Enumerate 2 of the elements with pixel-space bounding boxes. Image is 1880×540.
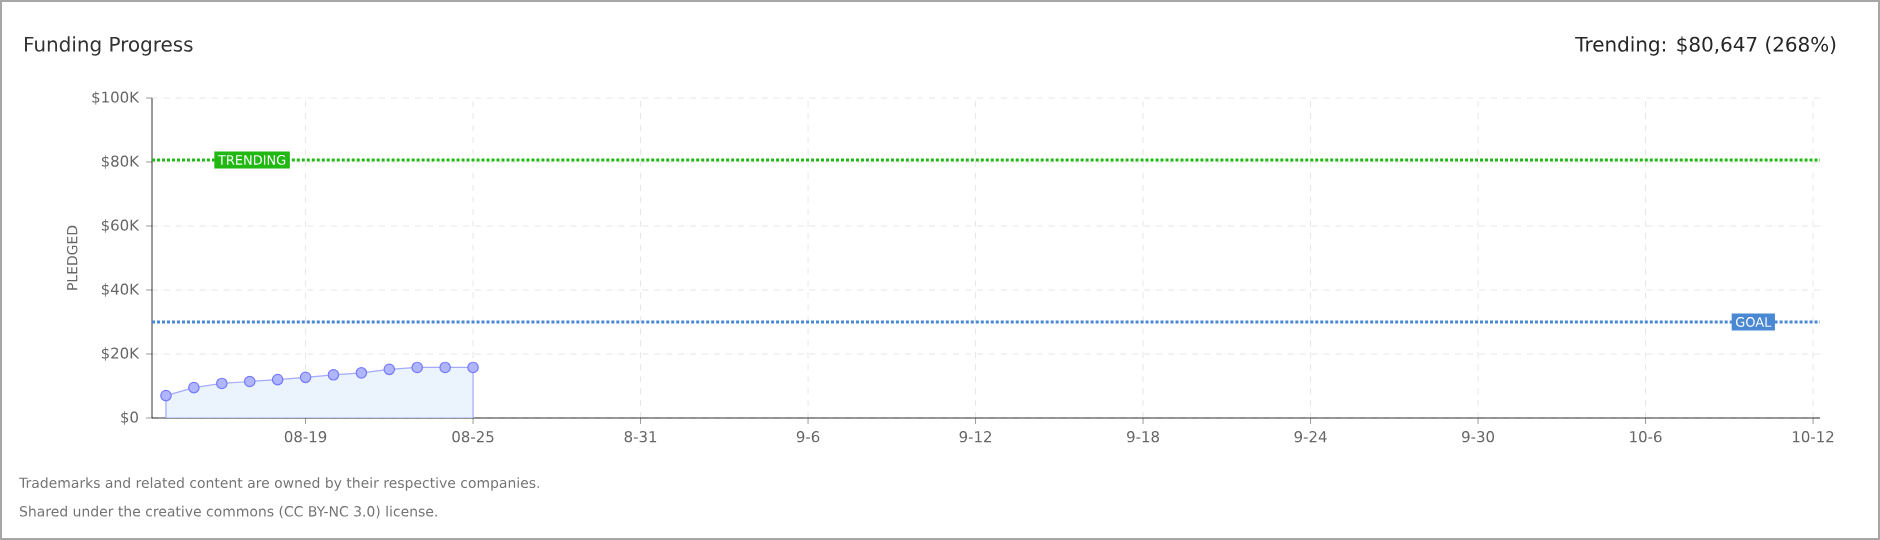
text: Trending: $80,647 (268%) (1575, 36, 1836, 56)
chart-title: Funding Progress (25, 36, 193, 56)
